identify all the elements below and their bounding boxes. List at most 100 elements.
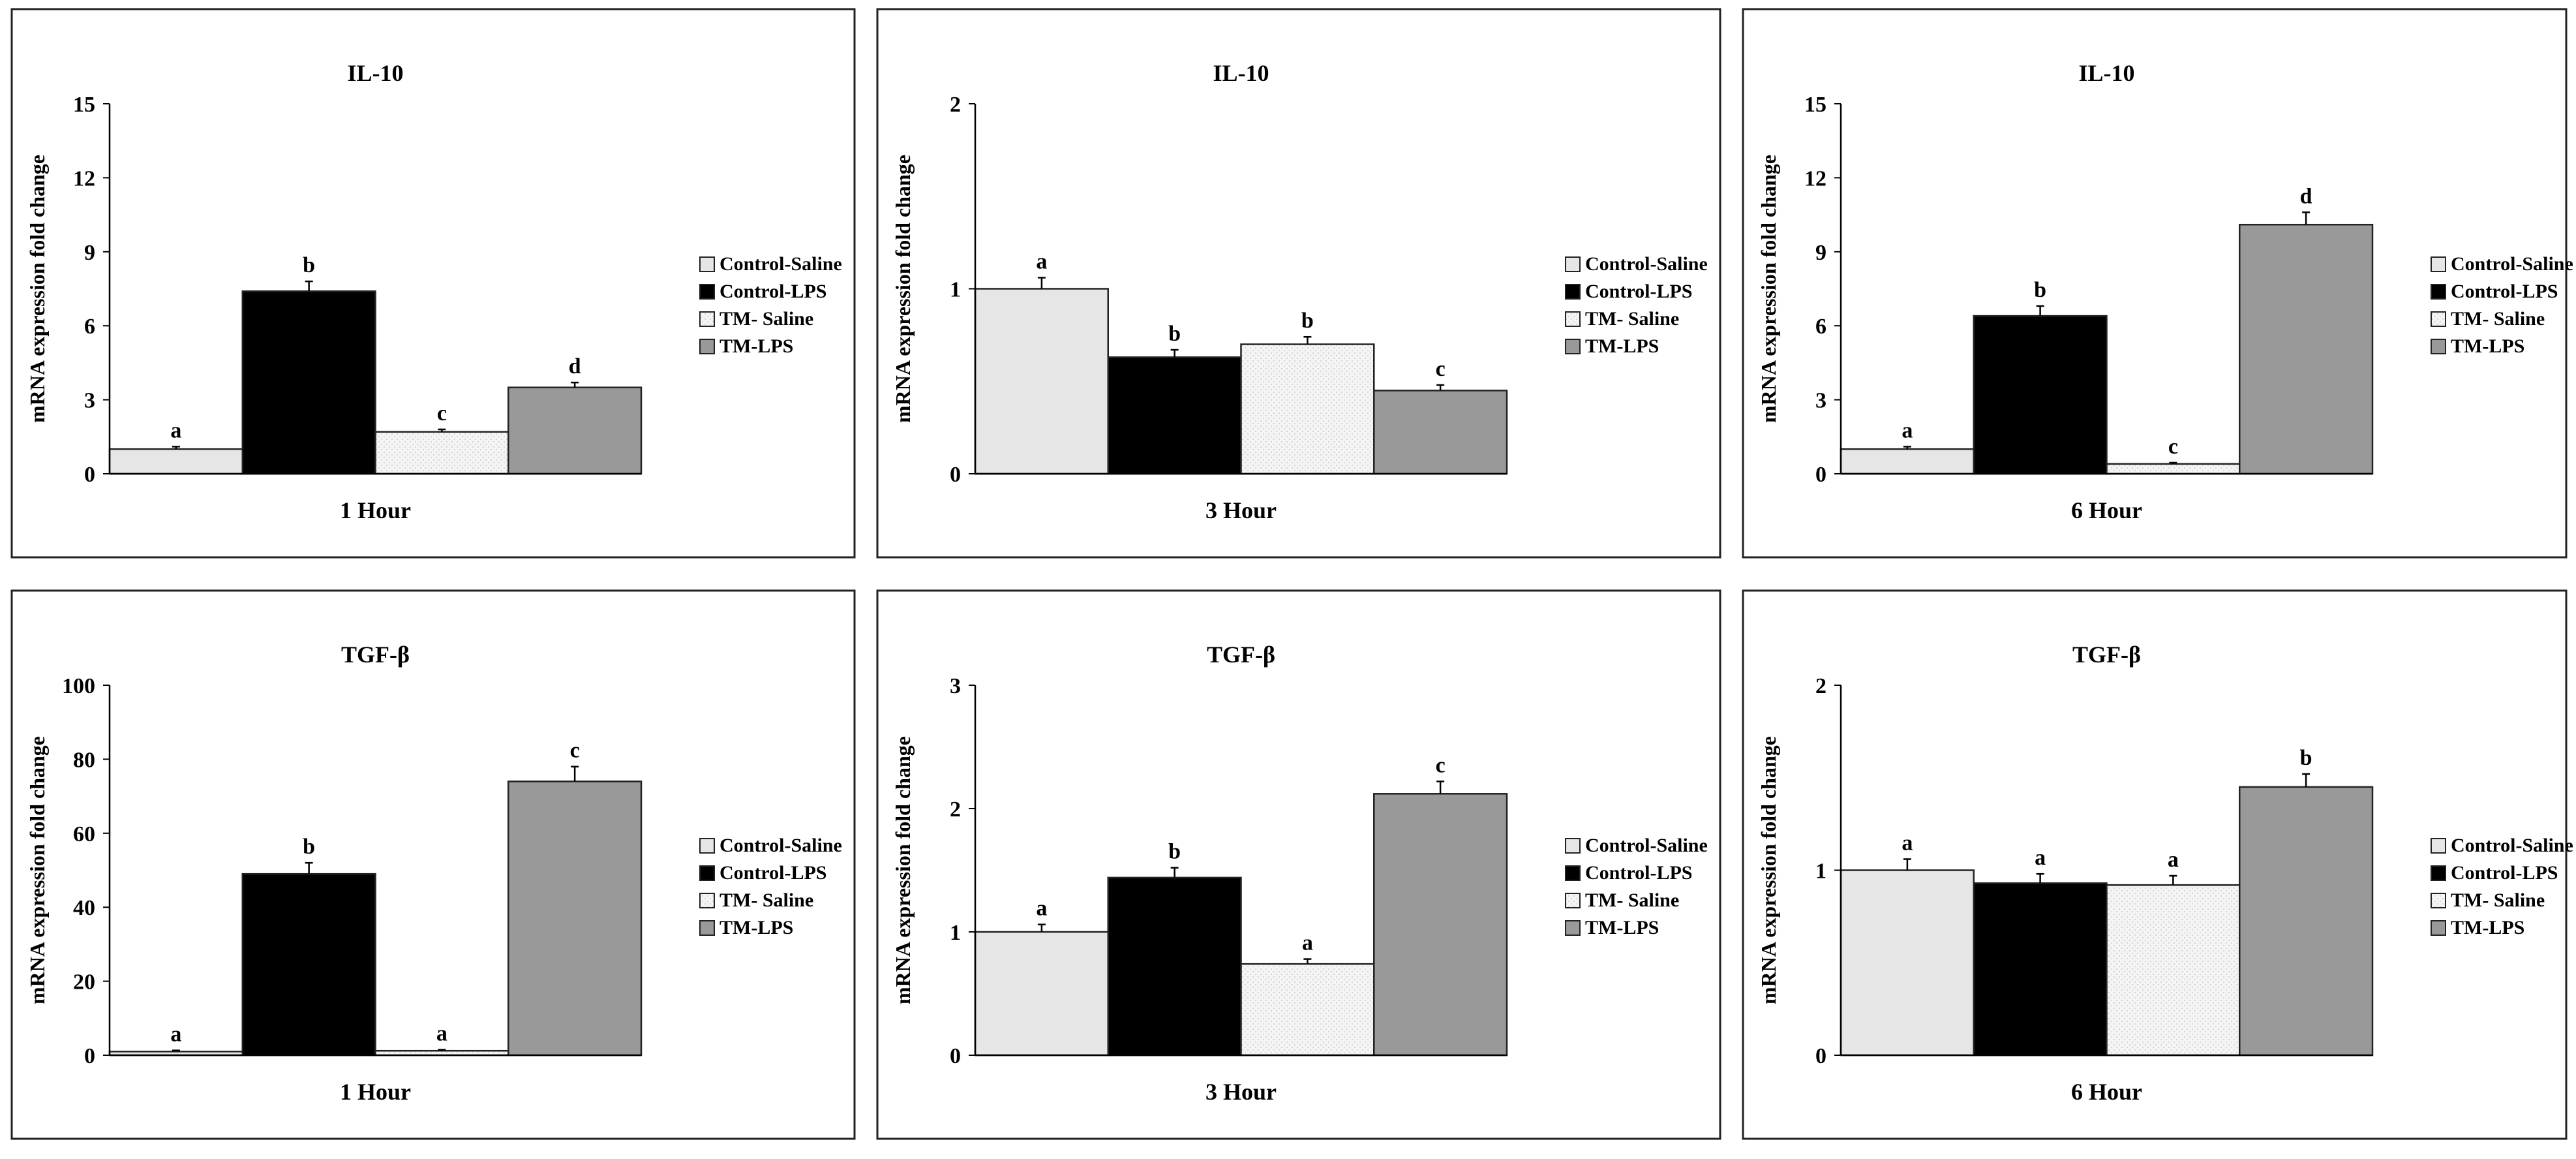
y-tick-label: 3 [84,389,95,413]
chart-panel: TGF-β mRNA expression fold change 0 1 2 a a a b 6… [1742,589,2573,1140]
y-tick-label: 9 [1815,241,1826,265]
bar [1373,793,1508,1057]
significance-letter: d [569,354,581,379]
bar [1107,356,1242,475]
legend-label: TM-LPS [1585,335,1659,357]
significance-letter: c [570,739,580,763]
x-axis-label: 3 Hour [1205,1079,1277,1105]
chart-title: IL-10 [2078,60,2134,86]
legend-label: Control-Saline [1585,835,1708,856]
bar [2239,223,2374,475]
significance-letter: b [1168,840,1181,864]
y-axis-label: mRNA expression fold change [25,155,49,423]
legend-swatch [1565,284,1581,300]
significance-letter: b [303,253,315,277]
bar [2106,884,2241,1057]
legend-label: Control-Saline [2451,253,2573,275]
legend-label: Control-LPS [1585,862,1692,884]
bar [2106,463,2241,475]
significance-letter: a [1902,831,1913,855]
x-axis-label: 6 Hour [2071,497,2142,523]
bar [1240,963,1375,1057]
bar [974,288,1109,475]
legend-label: TM- Saline [2451,889,2545,911]
legend-swatch [2431,256,2446,272]
significance-letter: c [1436,357,1446,381]
legend-label: TM-LPS [2451,335,2524,357]
y-tick-label: 0 [950,1044,961,1068]
bar [241,290,376,475]
y-tick-label: 2 [1815,674,1826,698]
legend-swatch [699,893,715,908]
legend-swatch [1565,311,1581,327]
legend-label: TM-LPS [1585,917,1659,938]
bar [1973,315,2108,475]
x-axis-label: 1 Hour [340,497,411,523]
legend-swatch [699,865,715,881]
panel-frame [10,589,856,1140]
legend-swatch [699,838,715,854]
legend-swatch [699,284,715,300]
y-axis-label: mRNA expression fold change [25,736,49,1004]
y-tick-label: 3 [950,674,961,698]
legend-label: Control-LPS [720,862,826,884]
bar [1107,876,1242,1057]
y-axis-label: mRNA expression fold change [1757,736,1780,1004]
y-tick-label: 40 [73,896,95,920]
chart-panel: IL-10 mRNA expression fold change 0 3 6 9 12 15… [1742,8,2573,559]
legend-label: Control-Saline [2451,835,2573,856]
y-tick-label: 100 [62,674,95,698]
bar [508,386,643,475]
bar [1973,882,2108,1057]
significance-letter: b [303,835,315,859]
legend-label: TM- Saline [720,889,813,911]
y-axis-label: mRNA expression fold change [891,736,915,1004]
legend-label: Control-LPS [2451,862,2558,884]
chart-title: TGF-β [1207,641,1275,668]
significance-letter: a [1302,931,1313,955]
x-axis-label: 1 Hour [340,1079,411,1105]
y-tick-label: 6 [84,315,95,339]
y-tick-label: 15 [1804,93,1826,117]
significance-letter: b [2034,278,2046,302]
legend-swatch [2431,339,2446,354]
chart-panel: TGF-β mRNA expression fold change 0 1 2 3 a b a c… [876,589,1721,1140]
bar [1373,390,1508,475]
chart-title: IL-10 [1213,60,1269,86]
legend-swatch [699,920,715,936]
legend-label: TM-LPS [720,917,793,938]
legend-label: TM- Saline [2451,308,2545,330]
significance-letter: a [1036,249,1047,273]
legend-label: Control-LPS [1585,281,1692,302]
y-tick-label: 0 [1815,463,1826,487]
legend-label: Control-Saline [720,253,842,275]
y-tick-label: 0 [84,463,95,487]
legend-swatch [1565,256,1581,272]
chart-title: TGF-β [341,641,410,668]
significance-letter: b [1168,322,1181,346]
significance-letter: a [1036,897,1047,921]
legend-swatch [2431,311,2446,327]
legend-swatch [699,339,715,354]
legend-swatch [1565,920,1581,936]
significance-letter: a [1902,418,1913,442]
legend-label: Control-LPS [720,281,826,302]
significance-letter: b [1301,309,1314,333]
legend-swatch [2431,865,2446,881]
bar [1840,869,1975,1057]
y-tick-label: 1 [1815,859,1826,884]
significance-letter: a [2035,846,2046,870]
y-tick-label: 12 [73,166,95,191]
legend-swatch [2431,284,2446,300]
bar [1840,448,1975,475]
legend-swatch [1565,339,1581,354]
bar [374,431,509,475]
y-axis-label: mRNA expression fold change [891,155,915,423]
chart-panel: IL-10 mRNA expression fold change 0 3 6 9 12 15… [10,8,856,559]
y-tick-label: 6 [1815,315,1826,339]
y-tick-label: 12 [1804,166,1826,191]
chart-title: TGF-β [2072,641,2141,668]
legend-label: TM- Saline [1585,308,1679,330]
legend-swatch [1565,865,1581,881]
